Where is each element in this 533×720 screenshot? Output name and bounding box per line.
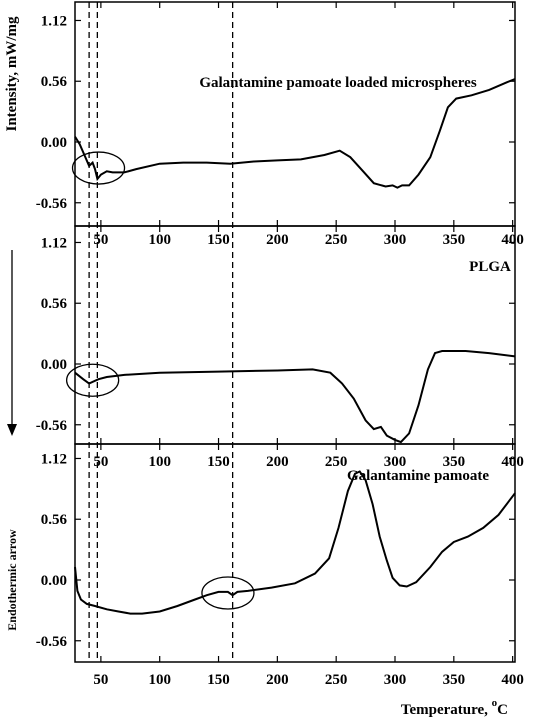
x-tick-label: 200 bbox=[266, 232, 289, 248]
y-tick-label: 1.12 bbox=[41, 13, 67, 29]
x-tick-label: 400 bbox=[501, 232, 524, 248]
x-tick-label: 100 bbox=[148, 454, 171, 470]
y-tick-label: 0.56 bbox=[41, 296, 68, 312]
panel-title-2: PLGA bbox=[469, 259, 511, 275]
series-line bbox=[74, 78, 516, 189]
y-tick-label: 0.00 bbox=[41, 135, 67, 151]
x-tick-label: 350 bbox=[443, 454, 466, 470]
x-tick-label: 250 bbox=[325, 454, 348, 470]
x-tick-label: 200 bbox=[266, 672, 289, 688]
panel-frame bbox=[74, 443, 516, 663]
x-tick-label: 300 bbox=[384, 454, 407, 470]
y-tick-label: 1.12 bbox=[41, 451, 67, 467]
x-tick-label: 50 bbox=[93, 232, 108, 248]
x-tick-label: 350 bbox=[443, 232, 466, 248]
x-tick-label: 150 bbox=[207, 672, 230, 688]
series-line bbox=[74, 350, 516, 444]
x-axis-label: Temperature, oC bbox=[401, 697, 508, 718]
panel-title-3: Galantamine pamoate bbox=[347, 468, 489, 484]
series-line bbox=[74, 470, 516, 615]
y-tick-label: 1.12 bbox=[41, 235, 67, 251]
y-tick-label: -0.56 bbox=[36, 418, 68, 434]
x-axis-label-main: Temperature, bbox=[401, 702, 492, 718]
panel-3 bbox=[74, 443, 516, 663]
x-tick-label: 350 bbox=[443, 672, 466, 688]
highlight-ellipse bbox=[201, 576, 255, 610]
x-tick-label: 400 bbox=[501, 672, 524, 688]
x-axis-label-superscript: o bbox=[492, 697, 498, 709]
x-tick-label: 50 bbox=[93, 672, 108, 688]
panel-2 bbox=[65, 225, 516, 445]
x-tick-label: 100 bbox=[148, 672, 171, 688]
highlight-ellipse bbox=[71, 151, 126, 185]
panel-title-1: Galantamine pamoate loaded microspheres bbox=[199, 75, 477, 91]
x-tick-label: 100 bbox=[148, 232, 171, 248]
y-tick-label: -0.56 bbox=[36, 634, 68, 650]
endothermic-arrow bbox=[7, 250, 17, 436]
x-tick-label: 50 bbox=[93, 454, 108, 470]
x-tick-label: 250 bbox=[325, 232, 348, 248]
endothermic-arrow-label: Endothermic arrow bbox=[5, 529, 19, 631]
panel-frame bbox=[74, 1, 516, 227]
y-tick-label: 0.56 bbox=[41, 74, 68, 90]
x-tick-label: 200 bbox=[266, 454, 289, 470]
x-tick-label: 150 bbox=[207, 232, 230, 248]
y-axis-label: Intensity, mW/mg bbox=[4, 16, 20, 132]
panel-frame bbox=[74, 225, 516, 445]
x-tick-label: 300 bbox=[384, 672, 407, 688]
y-tick-label: -0.56 bbox=[36, 196, 68, 212]
plot-area: 1.12 0.56 0.00 -0.56 1.12 0.56 0.00 -0.56 1.12 0.… bbox=[36, 1, 524, 688]
x-axis-label-unit: C bbox=[497, 702, 508, 718]
x-tick-label: 250 bbox=[325, 672, 348, 688]
y-tick-label: 0.00 bbox=[41, 573, 67, 589]
y-tick-label: 0.56 bbox=[41, 512, 68, 528]
x-tick-label: 400 bbox=[501, 454, 524, 470]
panel-1 bbox=[71, 1, 516, 227]
x-tick-label: 150 bbox=[207, 454, 230, 470]
highlight-ellipse bbox=[65, 363, 120, 397]
x-tick-label: 300 bbox=[384, 232, 407, 248]
y-tick-label: 0.00 bbox=[41, 357, 67, 373]
